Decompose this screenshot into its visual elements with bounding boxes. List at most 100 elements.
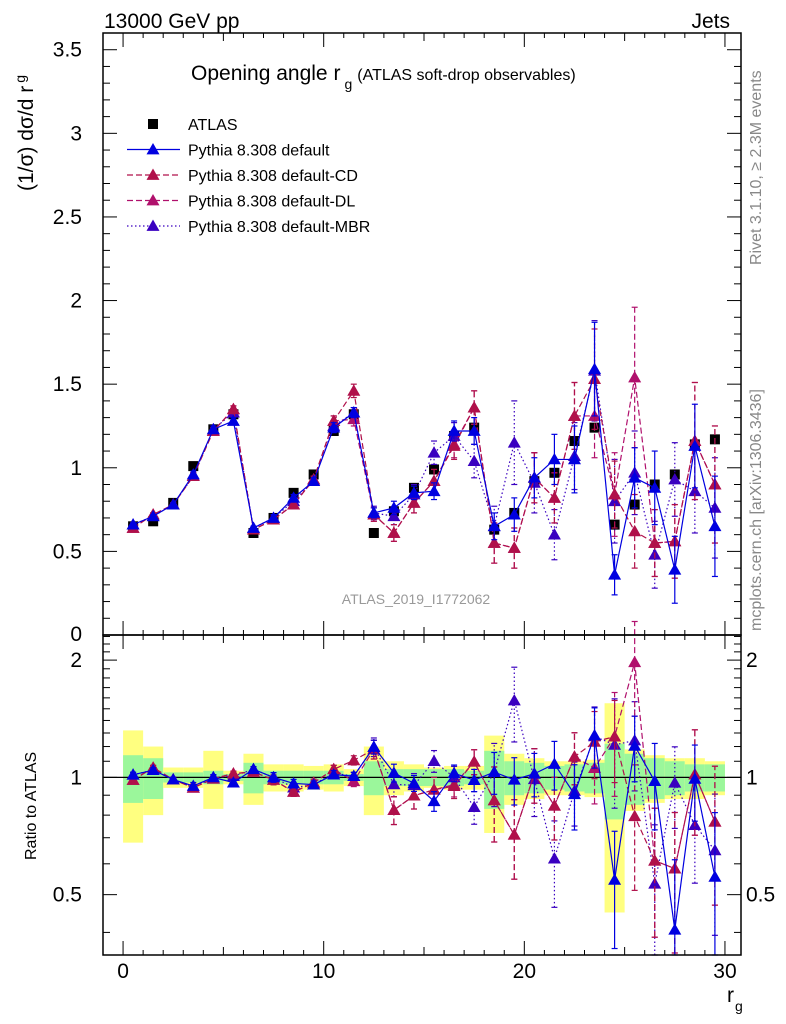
data-point — [648, 481, 662, 493]
data-point — [206, 770, 220, 783]
side-text-top: Rivet 3.1.10, ≥ 2.3M events — [748, 70, 765, 265]
data-point — [287, 785, 301, 797]
x-tick-label: 30 — [713, 960, 736, 983]
legend-marker — [146, 168, 160, 180]
side-text-bottom: mcplots.cern.ch [arXiv:1306.3436] — [748, 389, 765, 631]
data-point — [327, 414, 341, 426]
y-tick-label: 0.5 — [53, 540, 82, 563]
data-point — [447, 766, 461, 779]
legend-marker — [146, 143, 160, 155]
data-point — [688, 772, 702, 784]
chart-title: Opening angle r g (ATLAS soft-drop observa… — [191, 62, 576, 92]
data-point — [367, 740, 381, 752]
data-point — [668, 472, 682, 485]
legend-item-mbr: Pythia 8.308 default-MBR — [127, 219, 370, 236]
x-tick-label: 10 — [312, 960, 335, 983]
data-point — [487, 536, 501, 548]
x-axis-label: rg — [727, 984, 743, 1014]
data-point — [467, 401, 481, 413]
header-left: 13000 GeV pp — [104, 10, 239, 33]
legend-item-cd: Pythia 8.308 default-CD — [127, 168, 358, 185]
series-line — [132, 370, 716, 555]
data-point — [507, 541, 521, 553]
main-series-dl — [126, 306, 722, 579]
data-point — [628, 739, 642, 751]
data-point — [628, 655, 642, 668]
data-point — [467, 755, 481, 767]
data-point — [188, 461, 199, 472]
data-point — [287, 776, 301, 789]
data-point — [608, 568, 622, 580]
legend-marker — [148, 119, 158, 129]
data-point — [126, 518, 140, 530]
data-point — [287, 491, 301, 503]
data-point — [267, 511, 281, 523]
data-point — [226, 414, 240, 426]
tick-marks — [102, 32, 741, 955]
ratio-y-tick-label: 0.5 — [53, 884, 82, 907]
data-point — [307, 474, 321, 487]
legend-label: ATLAS — [188, 117, 238, 134]
data-point — [387, 777, 401, 790]
data-point — [347, 753, 361, 766]
data-point — [447, 439, 461, 451]
y-tick-label: 3.5 — [53, 39, 82, 62]
data-point — [327, 768, 341, 780]
data-point — [547, 799, 561, 811]
data-point — [628, 809, 642, 822]
main-series-default — [126, 321, 722, 604]
data-point — [226, 767, 240, 779]
chart-title-main: Opening angle r — [191, 62, 340, 85]
series-line — [132, 735, 716, 930]
tick-labels: 0 10 20 30 0.5 1 1.5 2 2.5 3 3.5 0 0.5 0.5 1 1 2 2 — [53, 39, 775, 983]
legend-label: Pythia 8.308 default — [188, 143, 330, 160]
data-point — [387, 526, 401, 538]
data-point — [507, 773, 521, 785]
data-point — [368, 527, 379, 538]
data-point — [668, 563, 682, 575]
data-point — [387, 509, 401, 522]
data-point — [166, 498, 180, 510]
chart-title-sub: g — [344, 76, 352, 92]
data-point — [467, 454, 481, 466]
data-point — [467, 424, 481, 436]
data-point — [387, 766, 401, 778]
band-inner — [363, 761, 384, 796]
data-point — [507, 828, 521, 840]
data-point — [527, 767, 541, 779]
data-point — [427, 484, 441, 497]
data-point — [427, 754, 441, 766]
header-right: Jets — [691, 10, 730, 33]
data-point — [648, 536, 662, 548]
y-axis-label-main: (1/σ) dσ/d r — [15, 86, 38, 191]
data-point — [588, 728, 602, 741]
x-tick-label: 20 — [513, 960, 536, 983]
data-point — [467, 800, 481, 813]
data-point — [668, 776, 682, 788]
data-point — [166, 773, 180, 785]
legend-item-dl: Pythia 8.308 default-DL — [127, 194, 355, 211]
x-axis-label-main: r — [727, 984, 734, 1007]
y-tick-label: 1.5 — [53, 373, 82, 396]
data-point — [146, 763, 160, 775]
data-point — [246, 762, 260, 775]
data-point — [567, 452, 581, 465]
data-point — [347, 406, 361, 418]
data-point — [186, 779, 200, 791]
data-point — [547, 852, 561, 864]
data-point — [588, 362, 602, 374]
legend-marker — [146, 219, 160, 231]
data-point — [347, 384, 361, 396]
data-point — [567, 409, 581, 421]
data-point — [648, 774, 662, 787]
data-point — [287, 498, 301, 510]
series-line — [132, 377, 716, 549]
data-point — [347, 769, 361, 781]
ratio-y-tick-label: 2 — [70, 649, 82, 672]
series-layer — [126, 306, 722, 956]
x-tick-label: 0 — [117, 960, 129, 983]
series-line — [132, 368, 716, 575]
ratio-y-tick-label-right: 2 — [746, 649, 758, 672]
data-point — [567, 787, 581, 800]
main-series-mbr — [126, 320, 722, 589]
